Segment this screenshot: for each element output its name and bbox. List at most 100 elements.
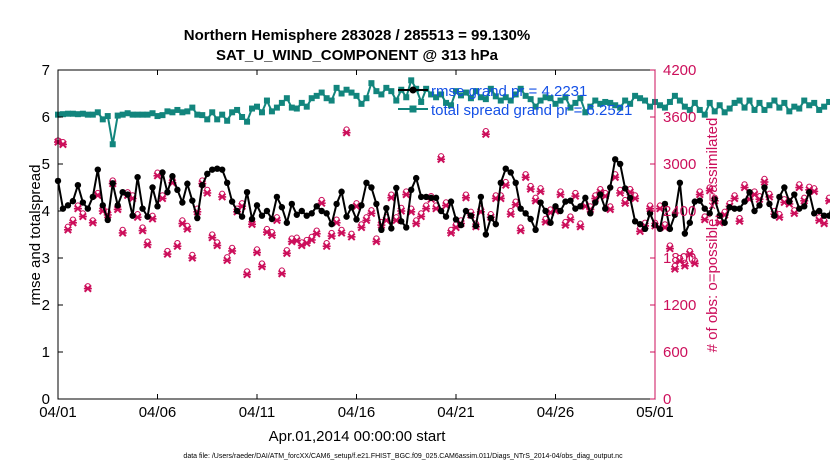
spread-point xyxy=(751,106,758,113)
spread-point xyxy=(642,97,649,104)
obs-possible-point xyxy=(174,240,181,247)
rmse-point xyxy=(462,207,470,215)
spread-point xyxy=(114,112,121,119)
rmse-point xyxy=(323,210,330,217)
rmse-point xyxy=(636,220,644,228)
y-tick-label: 2 xyxy=(42,297,50,314)
obs-possible-point xyxy=(572,189,579,197)
rmse-point xyxy=(542,207,549,215)
rmse-point xyxy=(313,203,320,210)
rmse-point xyxy=(557,207,564,215)
rmse-point xyxy=(786,198,793,205)
spread-point xyxy=(502,94,509,101)
obs-possible-point xyxy=(701,213,708,220)
rmse-point xyxy=(527,215,534,223)
spread-point xyxy=(209,109,216,116)
obs-possible-point xyxy=(219,190,226,197)
spread-point xyxy=(263,97,270,104)
spread-point xyxy=(273,104,280,111)
rmse-point xyxy=(676,179,684,186)
obs-possible-point xyxy=(796,181,803,188)
obs-possible-point xyxy=(622,196,629,204)
obs-possible-point xyxy=(318,196,325,204)
spread-point xyxy=(234,106,241,113)
spread-point xyxy=(612,102,619,109)
rmse-point xyxy=(721,219,728,226)
obs-possible-point xyxy=(268,229,276,236)
obs-possible-point xyxy=(164,247,171,255)
rmse-point xyxy=(238,213,246,220)
rmse-point xyxy=(308,210,315,217)
obs-possible-point xyxy=(144,238,151,245)
spread-point xyxy=(214,116,221,123)
rmse-point xyxy=(74,181,82,189)
spread-point xyxy=(627,100,634,107)
rmse-point xyxy=(204,170,211,178)
spread-point xyxy=(786,108,793,115)
rmse-point xyxy=(751,207,758,215)
obs-possible-point xyxy=(74,202,82,209)
rmse-point xyxy=(512,179,519,186)
spread-point xyxy=(647,103,654,110)
obs-possible-point xyxy=(706,184,713,191)
rmse-point xyxy=(119,189,126,196)
rmse-point xyxy=(233,207,241,215)
rmse-point xyxy=(253,202,261,209)
legend-label-rmse: rmse grand pr = 4.2231 xyxy=(431,83,587,100)
obs-possible-point xyxy=(204,186,211,193)
obs-possible-point xyxy=(482,128,489,135)
spread-point xyxy=(721,109,728,116)
x-tick-label: 04/11 xyxy=(239,404,275,421)
obs-possible-point xyxy=(666,242,674,249)
spread-point xyxy=(567,104,574,111)
obs-possible-point xyxy=(537,185,544,192)
rmse-point xyxy=(194,214,201,222)
plot-area xyxy=(58,70,655,399)
rmse-point xyxy=(696,197,703,204)
spread-point xyxy=(139,111,146,118)
spread-point xyxy=(756,99,763,106)
spread-point xyxy=(249,105,256,112)
rmse-point xyxy=(646,210,654,217)
rmse-point xyxy=(796,205,803,212)
spread-point xyxy=(154,113,161,120)
obs-possible-point xyxy=(189,251,196,258)
obs-possible-point xyxy=(209,231,216,238)
spread-point xyxy=(696,106,703,113)
rmse-point xyxy=(94,166,102,173)
spread-point xyxy=(59,111,66,118)
rmse-point xyxy=(467,212,475,219)
obs-possible-point xyxy=(557,188,564,195)
rmse-point xyxy=(820,212,828,219)
rmse-point xyxy=(577,203,584,210)
obs-possible-point xyxy=(363,214,370,221)
axes: 04/01 04/06 04/11 04/16 04/21 04/26 05/0101234… xyxy=(39,62,696,421)
spread-point xyxy=(457,92,464,99)
rmse-point xyxy=(139,205,146,212)
rmse-point xyxy=(756,202,763,209)
rmse-point xyxy=(427,194,435,202)
spread-point xyxy=(199,112,206,119)
obs-possible-point xyxy=(373,235,380,242)
rmse-point xyxy=(159,169,166,176)
obs-possible-point xyxy=(522,171,529,178)
x-tick-label: 04/01 xyxy=(39,404,77,421)
rmse-point xyxy=(442,213,450,220)
spread-point xyxy=(676,97,683,104)
spread-point xyxy=(826,98,830,105)
x-tick-label: 04/26 xyxy=(537,404,575,421)
obs-possible-point xyxy=(278,267,285,274)
spread-point xyxy=(428,91,435,98)
rmse-point xyxy=(492,220,499,228)
rmse-point xyxy=(626,194,634,202)
rmse-point xyxy=(592,199,599,206)
obs-possible-point xyxy=(497,192,504,199)
obs-possible-point xyxy=(437,153,445,160)
obs-possible-point xyxy=(323,240,330,247)
rmse-point xyxy=(726,204,733,211)
rmse-point xyxy=(597,191,604,198)
rmse-point xyxy=(811,210,818,217)
legend-label-spread: total spread grand pr = 6.2521 xyxy=(431,102,632,119)
spread-point xyxy=(781,99,788,106)
spread-point xyxy=(632,92,639,99)
